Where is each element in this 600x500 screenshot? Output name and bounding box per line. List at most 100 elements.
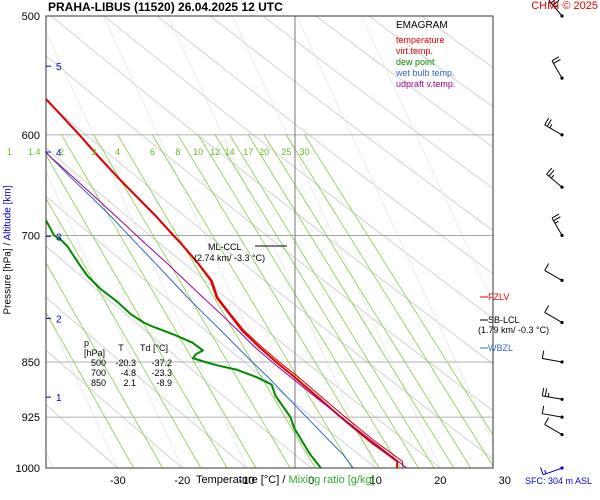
wind-barb-station-dot [560, 76, 564, 80]
x-label-temp: Temperature [°C] [196, 474, 280, 486]
mixing-ratio-line [285, 134, 493, 467]
y-label-altitude: Altitude [km] [2, 185, 14, 241]
wind-barb-station-dot [560, 360, 564, 364]
mixing-ratio-label: 1.4 [28, 147, 41, 157]
isotherm-line [360, 16, 493, 304]
wind-barb-feather [541, 387, 545, 396]
ml-ccl-annotation: ML-CCL [208, 242, 242, 252]
wind-barb-half-feather [549, 124, 553, 129]
wind-barb-staff [542, 358, 563, 363]
wind-barb-station-dot [560, 432, 564, 437]
wind-barb-station-dot [560, 466, 564, 470]
wind-barb-staff [544, 269, 563, 281]
dry-adiabat-line [46, 296, 248, 468]
wind-barb-feather [546, 119, 552, 127]
table-header-t: T [118, 343, 124, 353]
wind-barb-half-feather [544, 469, 547, 474]
wind-barb-feather [548, 169, 555, 177]
plot-frame [45, 15, 494, 469]
wind-barb-station-dot [560, 415, 564, 419]
dry-adiabat-line [262, 16, 493, 189]
plot-area [46, 16, 493, 468]
wind-barb-staff [548, 0, 563, 17]
wind-barb-feather [540, 467, 544, 476]
series-line-virt-temp [46, 97, 404, 468]
wind-barb-station-dot [560, 133, 564, 137]
sounding-table: p [hPa] T Td [°C] 500 -20.3 -37.2 700 -4… [84, 338, 172, 388]
isotherm-line [46, 170, 183, 468]
table-cell: 500 [90, 358, 106, 368]
wind-barb-feather [551, 56, 560, 62]
altitude-tick-label: 1 [56, 393, 62, 404]
temperature-tick-label: -10 [239, 475, 255, 487]
mixing-ratio-line [263, 134, 472, 468]
legend: EMAGRAM temperature virt.temp. dew point… [396, 20, 455, 90]
mixing-ratio-line [304, 134, 493, 436]
fzlv-label: FZLV [488, 292, 510, 302]
mixing-ratio-line [197, 134, 401, 468]
dry-adiabat-line [46, 349, 183, 468]
table-row: 500 -20.3 -37.2 [84, 358, 172, 368]
wind-barb-staff [542, 413, 563, 418]
wbzl-label: WBZL [488, 343, 514, 353]
mixing-ratio-label: 17 [243, 147, 253, 157]
pressure-tick-label: 850 [22, 357, 40, 369]
pressure-tick-label: 925 [22, 412, 40, 424]
table-cell: 2.1 [123, 378, 136, 388]
wind-barb-feather [553, 216, 561, 222]
credit-text: CHMI © 2025 [531, 0, 598, 12]
y-axis-label: Pressure [hPa] / Altitude [km] [3, 186, 14, 315]
temperature-tick-label: 20 [434, 475, 446, 487]
wind-barb-feather [551, 213, 560, 219]
pressure-tick-label: 700 [22, 230, 40, 242]
pressure-tick-label: 500 [22, 11, 40, 23]
mixing-ratio-line [46, 154, 228, 468]
pressure-tick-label: 600 [22, 130, 40, 142]
table-cell: -23.3 [151, 368, 172, 378]
mixing-ratio-line [229, 134, 435, 468]
dry-adiabat-line [46, 147, 441, 468]
series-line-udpraft-v-temp [46, 152, 408, 468]
altitude-tick-label: 2 [56, 314, 62, 325]
ml-ccl-detail: (2.74 km/ -3.3 °C) [194, 253, 266, 263]
mixing-ratio-label: 1 [7, 147, 12, 157]
altitude-tick-label: 5 [56, 62, 62, 73]
isotherm-line [46, 311, 119, 468]
dry-adiabat-line [46, 245, 312, 468]
isotherm-line [102, 16, 312, 468]
mixing-ratio-label: 20 [259, 147, 269, 157]
x-label-sep: / [282, 474, 286, 486]
mixing-ratio-line [46, 311, 135, 468]
table-cell: -37.2 [151, 358, 172, 368]
mixing-ratio-label: 30 [300, 147, 310, 157]
mixing-ratio-line [247, 134, 455, 468]
pressure-tick-label: 1000 [16, 463, 40, 475]
table-cell: -8.9 [156, 378, 172, 388]
mixing-ratio-line [46, 262, 163, 468]
wind-barb-half-feather [554, 220, 559, 224]
table-row: 850 2.1 -8.9 [84, 378, 172, 388]
legend-item-dew-point: dew point [396, 57, 435, 67]
legend-item-temperature: temperature [396, 35, 445, 45]
dry-adiabat-line [315, 16, 493, 148]
surface-elevation: SFC: 304 m ASL [524, 476, 592, 486]
table-row: 700 -4.8 -23.3 [84, 368, 172, 378]
mixing-ratio-label: 14 [225, 147, 235, 157]
y-label-sep: / [2, 242, 14, 246]
wind-barb-staff [543, 467, 563, 476]
mixing-ratio-label: 12 [210, 147, 220, 157]
dry-adiabat-line [46, 195, 377, 468]
x-label-mix: Mixing ratio [g/kg] [288, 474, 375, 486]
temperature-tick-label: -20 [174, 475, 190, 487]
wind-barb-feather [541, 350, 545, 359]
wind-barb-half-feather [547, 392, 550, 397]
wind-barb-station-dot [560, 14, 564, 18]
y-label-pressure: Pressure [hPa] [2, 248, 14, 315]
mixing-ratio-label: 25 [281, 147, 291, 157]
temperature-tick-label: 10 [370, 475, 382, 487]
mixing-ratio-line [214, 134, 419, 468]
sb-lcl-label: SB-LCL [488, 315, 520, 325]
wind-barb-half-feather [550, 174, 555, 179]
wind-barb-feather [544, 417, 550, 425]
table-header-p: p [hPa] [84, 338, 106, 358]
